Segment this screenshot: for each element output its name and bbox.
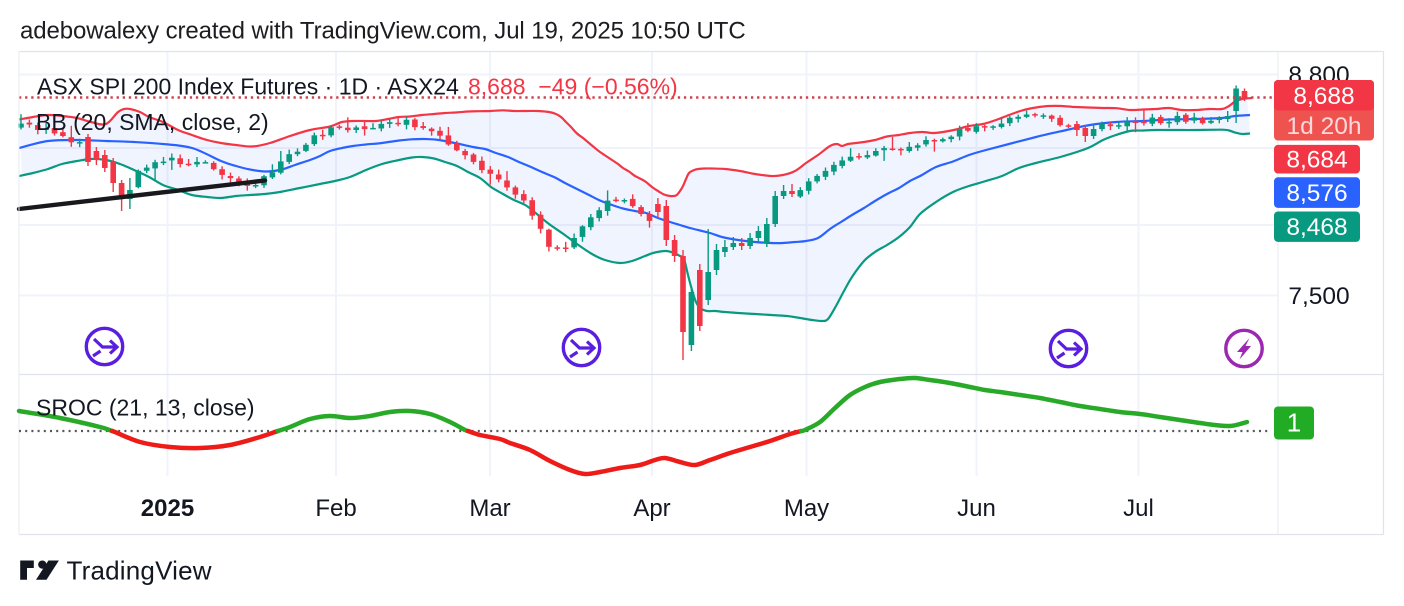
svg-text:8,688: 8,688 (1293, 83, 1354, 110)
svg-text:TradingView: TradingView (67, 556, 212, 586)
svg-text:8,576: 8,576 (1286, 180, 1347, 207)
svg-text:SROC (21, 13, close): SROC (21, 13, close) (36, 395, 255, 421)
svg-text:7,500: 7,500 (1288, 283, 1349, 310)
svg-text:2025: 2025 (141, 495, 194, 522)
svg-text:Feb: Feb (315, 495, 356, 522)
svg-text:8,688 −49 (−0.56%): 8,688 −49 (−0.56%) (468, 74, 678, 100)
svg-text:8,684: 8,684 (1286, 147, 1347, 174)
svg-text:BB (20, SMA, close, 2): BB (20, SMA, close, 2) (36, 109, 269, 135)
svg-text:adebowalexy created with Tradi: adebowalexy created with TradingView.com… (20, 18, 746, 45)
svg-text:Mar: Mar (469, 495, 510, 522)
svg-text:Apr: Apr (633, 495, 670, 522)
svg-text:Jul: Jul (1123, 495, 1154, 522)
svg-text:ASX SPI 200 Index Futures · 1D: ASX SPI 200 Index Futures · 1D · ASX24 (37, 74, 459, 100)
svg-text:May: May (784, 495, 829, 522)
svg-text:Jun: Jun (957, 495, 996, 522)
svg-text:8,468: 8,468 (1286, 214, 1347, 241)
svg-text:1d 20h: 1d 20h (1287, 113, 1362, 140)
svg-text:1: 1 (1287, 408, 1301, 438)
